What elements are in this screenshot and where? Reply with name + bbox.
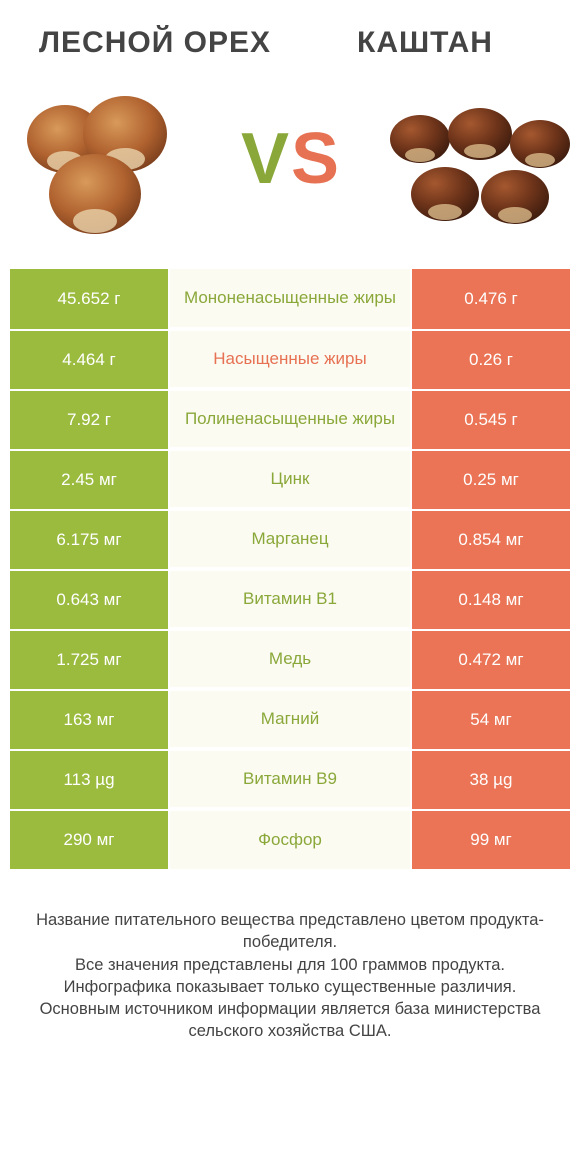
table-row: 6.175 мгМарганец0.854 мг — [10, 509, 570, 569]
table-row: 1.725 мгМедь0.472 мг — [10, 629, 570, 689]
right-value-cell: 38 µg — [410, 749, 570, 809]
nutrient-label-cell: Мононенасыщенные жиры — [170, 269, 410, 329]
right-value-cell: 0.545 г — [410, 389, 570, 449]
right-value-cell: 0.148 мг — [410, 569, 570, 629]
right-value-cell: 0.25 мг — [410, 449, 570, 509]
table-row: 113 µgВитамин B938 µg — [10, 749, 570, 809]
left-product-title: ЛЕСНОЙ ОРЕХ — [20, 26, 290, 59]
chestnut-image — [380, 79, 570, 239]
table-row: 290 мгФосфор99 мг — [10, 809, 570, 869]
table-row: 163 мгМагний54 мг — [10, 689, 570, 749]
left-value-cell: 1.725 мг — [10, 629, 170, 689]
left-value-cell: 0.643 мг — [10, 569, 170, 629]
nutrient-label-cell: Цинк — [170, 449, 410, 509]
comparison-infographic: { "colors": { "left_bg": "#9bbb3f", "rig… — [0, 0, 580, 1174]
footer-line-1: Название питательного вещества представл… — [10, 909, 570, 954]
footer-line-3: Инфографика показывает только существенн… — [10, 976, 570, 998]
header-right: КАШТАН — [290, 26, 560, 59]
table-row: 4.464 гНасыщенные жиры0.26 г — [10, 329, 570, 389]
left-value-cell: 6.175 мг — [10, 509, 170, 569]
right-value-cell: 0.476 г — [410, 269, 570, 329]
table-row: 0.643 мгВитамин B10.148 мг — [10, 569, 570, 629]
left-value-cell: 290 мг — [10, 809, 170, 869]
nutrient-label-cell: Марганец — [170, 509, 410, 569]
header-left: ЛЕСНОЙ ОРЕХ — [20, 26, 290, 59]
left-value-cell: 2.45 мг — [10, 449, 170, 509]
left-value-cell: 4.464 г — [10, 329, 170, 389]
table-row: 2.45 мгЦинк0.25 мг — [10, 449, 570, 509]
hazelnut-image — [10, 79, 200, 239]
nutrient-label-cell: Насыщенные жиры — [170, 329, 410, 389]
right-value-cell: 0.854 мг — [410, 509, 570, 569]
vs-s: S — [291, 123, 339, 195]
table-row: 7.92 гПолиненасыщенные жиры0.545 г — [10, 389, 570, 449]
nutrient-label-cell: Магний — [170, 689, 410, 749]
vs-row: V S — [0, 69, 580, 269]
nutrient-label-cell: Витамин B9 — [170, 749, 410, 809]
nutrient-label-cell: Фосфор — [170, 809, 410, 869]
footer-line-4: Основным источником информации является … — [10, 998, 570, 1043]
right-product-title: КАШТАН — [290, 26, 560, 59]
right-value-cell: 54 мг — [410, 689, 570, 749]
table-row: 45.652 гМононенасыщенные жиры0.476 г — [10, 269, 570, 329]
left-value-cell: 113 µg — [10, 749, 170, 809]
left-value-cell: 7.92 г — [10, 389, 170, 449]
right-value-cell: 0.472 мг — [410, 629, 570, 689]
left-value-cell: 163 мг — [10, 689, 170, 749]
footer-line-2: Все значения представлены для 100 граммо… — [10, 954, 570, 976]
nutrient-label-cell: Медь — [170, 629, 410, 689]
header: ЛЕСНОЙ ОРЕХ КАШТАН — [0, 0, 580, 69]
left-value-cell: 45.652 г — [10, 269, 170, 329]
right-value-cell: 99 мг — [410, 809, 570, 869]
vs-v: V — [241, 123, 289, 195]
comparison-table: 45.652 гМононенасыщенные жиры0.476 г4.46… — [10, 269, 570, 869]
nutrient-label-cell: Витамин B1 — [170, 569, 410, 629]
right-value-cell: 0.26 г — [410, 329, 570, 389]
nutrient-label-cell: Полиненасыщенные жиры — [170, 389, 410, 449]
vs-label: V S — [241, 123, 339, 195]
footer-notes: Название питательного вещества представл… — [10, 909, 570, 1043]
